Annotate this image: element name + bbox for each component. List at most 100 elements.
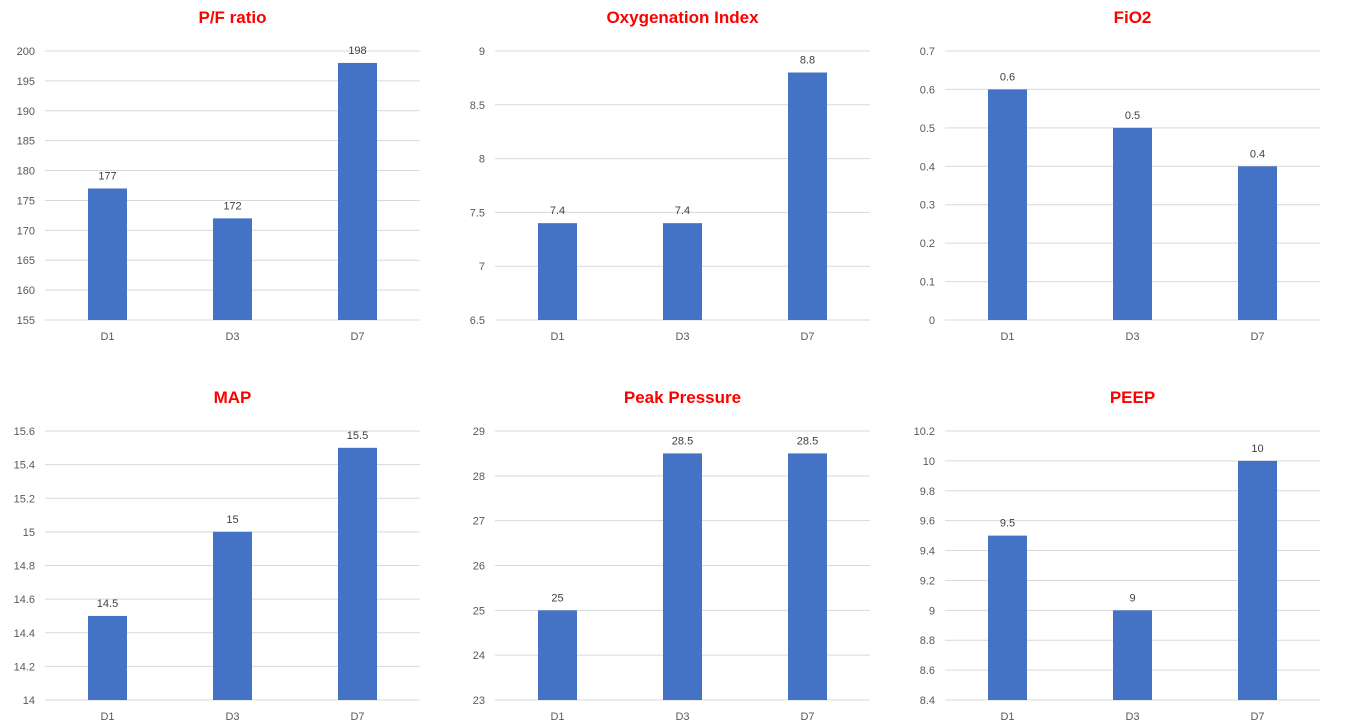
bar: [1113, 127, 1152, 320]
y-tick-label: 10: [923, 456, 935, 468]
x-tick-label: D3: [1125, 711, 1139, 723]
y-tick-label: 170: [17, 225, 35, 237]
x-tick-label: D3: [225, 711, 239, 723]
x-tick-label: D7: [800, 331, 814, 343]
y-tick-label: 0.5: [920, 123, 935, 135]
y-tick-label: 23: [473, 695, 485, 707]
bar: [988, 89, 1027, 320]
chart-fio2: FiO2 0 0.1 0.2 0.3 0.4 0.5 0.6 0.7 0.6 D1 0.5 D3 0.4 D…: [900, 0, 1345, 345]
y-tick-label: 155: [17, 315, 35, 327]
x-tick-label: D1: [1000, 711, 1014, 723]
y-tick-label: 14.8: [14, 561, 35, 573]
chart-title: P/F ratio: [198, 8, 266, 27]
y-tick-label: 0.6: [920, 84, 935, 96]
bar: [1238, 166, 1277, 320]
y-tick-label: 9.6: [920, 516, 935, 528]
y-tick-label: 14.2: [14, 661, 35, 673]
bar: [663, 453, 702, 700]
data-label: 198: [348, 45, 366, 57]
data-label: 0.6: [1000, 71, 1015, 83]
y-tick-label: 6.5: [470, 315, 485, 327]
x-tick-label: D1: [100, 331, 114, 343]
x-tick-label: D1: [550, 711, 564, 723]
y-tick-label: 24: [473, 650, 485, 662]
chart-title: FiO2: [1114, 8, 1152, 27]
chart-oxygenation-index: Oxygenation Index 6.5 7 7.5 8 8.5 9 7.4 D1 7.4 D3 8…: [450, 0, 895, 345]
data-label: 28.5: [797, 435, 818, 447]
bar: [338, 447, 377, 700]
y-tick-label: 8.6: [920, 665, 935, 677]
y-tick-label: 0.3: [920, 200, 935, 212]
chart-pf-ratio: P/F ratio 155 160 165 170 175 180 185 190 195 200 1…: [0, 0, 445, 345]
y-tick-label: 8.5: [470, 100, 485, 112]
y-tick-label: 29: [473, 426, 485, 438]
bar: [538, 223, 577, 320]
data-label: 28.5: [672, 435, 693, 447]
bar: [88, 188, 127, 320]
chart-peep: PEEP 8.4 8.6 8.8 9 9.2 9.4 9.6 9.8 10 10.2 9.5 D1 9 D3…: [900, 380, 1345, 725]
chart-svg: MAP 14 14.2 14.4 14.6 14.8 15 15.2 15.4 15.6 14.5 D…: [14, 388, 420, 723]
data-label: 14.5: [97, 598, 118, 610]
data-label: 7.4: [675, 205, 690, 217]
y-tick-label: 9: [929, 605, 935, 617]
y-tick-label: 28: [473, 471, 485, 483]
x-tick-label: D3: [1125, 331, 1139, 343]
data-label: 0.5: [1125, 110, 1140, 122]
data-label: 10: [1251, 443, 1263, 455]
chart-svg: FiO2 0 0.1 0.2 0.3 0.4 0.5 0.6 0.7 0.6 D1 0.5 D3 0.4 D…: [920, 8, 1320, 343]
y-tick-label: 8.4: [920, 695, 935, 707]
y-tick-label: 10.2: [914, 426, 935, 438]
y-tick-label: 9.8: [920, 486, 935, 498]
y-tick-label: 200: [17, 46, 35, 58]
chart-title: PEEP: [1110, 388, 1155, 407]
x-tick-label: D7: [350, 711, 364, 723]
chart-svg: PEEP 8.4 8.6 8.8 9 9.2 9.4 9.6 9.8 10 10.2 9.5 D1 9 D3…: [914, 388, 1320, 723]
x-tick-label: D7: [800, 711, 814, 723]
x-tick-label: D7: [350, 331, 364, 343]
bar: [663, 223, 702, 320]
bar: [338, 62, 377, 320]
y-tick-label: 25: [473, 605, 485, 617]
y-tick-label: 7: [479, 261, 485, 273]
y-tick-label: 0.1: [920, 277, 935, 289]
bar: [538, 610, 577, 700]
chart-peak-pressure: Peak Pressure 23 24 25 26 27 28 29 25 D1 28.5 D3 28.…: [450, 380, 895, 725]
data-label: 8.8: [800, 55, 815, 67]
y-tick-label: 0.4: [920, 161, 935, 173]
data-label: 15.5: [347, 430, 368, 442]
bar: [213, 531, 252, 700]
chart-svg: P/F ratio 155 160 165 170 175 180 185 190 195 200 1…: [17, 8, 420, 343]
y-tick-label: 0.7: [920, 46, 935, 58]
y-tick-label: 15: [23, 527, 35, 539]
data-label: 0.4: [1250, 148, 1265, 160]
x-tick-label: D3: [225, 331, 239, 343]
x-tick-label: D1: [550, 331, 564, 343]
y-tick-label: 27: [473, 516, 485, 528]
y-tick-label: 14.4: [14, 628, 35, 640]
y-tick-label: 190: [17, 106, 35, 118]
bar: [88, 615, 127, 700]
x-tick-label: D7: [1250, 331, 1264, 343]
y-tick-label: 7.5: [470, 207, 485, 219]
y-tick-label: 9: [479, 46, 485, 58]
y-tick-label: 165: [17, 255, 35, 267]
x-tick-label: D3: [675, 711, 689, 723]
bar: [1113, 610, 1152, 700]
data-label: 9: [1129, 592, 1135, 604]
chart-svg: Oxygenation Index 6.5 7 7.5 8 8.5 9 7.4 D1 7.4 D3 8…: [470, 8, 870, 343]
chart-title: Peak Pressure: [624, 388, 741, 407]
chart-title: MAP: [214, 388, 252, 407]
bar: [213, 218, 252, 320]
bar: [1238, 460, 1277, 700]
data-label: 172: [223, 200, 241, 212]
y-tick-label: 15.2: [14, 493, 35, 505]
chart-map: MAP 14 14.2 14.4 14.6 14.8 15 15.2 15.4 15.6 14.5 D…: [0, 380, 445, 725]
data-label: 7.4: [550, 205, 565, 217]
x-tick-label: D1: [100, 711, 114, 723]
y-tick-label: 26: [473, 561, 485, 573]
data-label: 9.5: [1000, 518, 1015, 530]
y-tick-label: 160: [17, 285, 35, 297]
y-tick-label: 175: [17, 195, 35, 207]
data-label: 177: [98, 170, 116, 182]
y-tick-label: 9.2: [920, 575, 935, 587]
